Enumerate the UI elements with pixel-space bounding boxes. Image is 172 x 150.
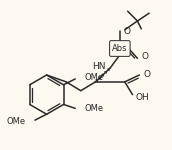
Text: O: O: [124, 27, 131, 36]
Text: Abs: Abs: [112, 44, 128, 53]
Text: OMe: OMe: [84, 104, 103, 113]
Text: OMe: OMe: [84, 74, 103, 82]
Text: O: O: [141, 52, 148, 61]
Text: O: O: [143, 69, 150, 78]
Text: HN: HN: [92, 62, 105, 71]
Text: OH: OH: [136, 93, 149, 102]
FancyBboxPatch shape: [110, 41, 130, 56]
Text: OMe: OMe: [6, 117, 25, 126]
